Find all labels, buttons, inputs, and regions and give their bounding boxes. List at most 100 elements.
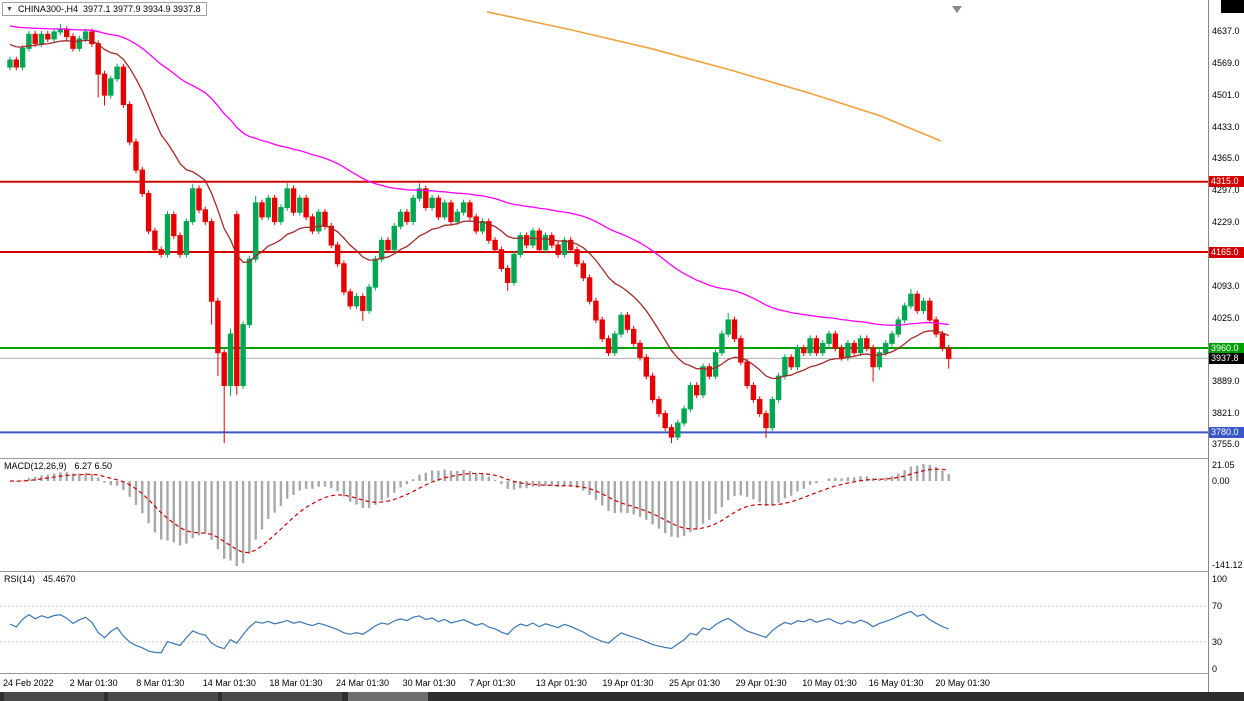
price-chart-pane[interactable]: ▼ CHINA300-,H4 3977.1 3977.9 3934.9 3937… [0, 0, 1208, 458]
pane-separator [0, 673, 1244, 674]
candle-body [946, 347, 952, 359]
macd-canvas[interactable] [0, 459, 1208, 571]
candle-body [253, 202, 259, 260]
candle-body [612, 333, 618, 354]
price-chart-canvas[interactable] [0, 0, 1208, 458]
candle-body [927, 300, 933, 321]
candle-body [933, 319, 939, 335]
candle-body [397, 211, 404, 227]
chart-shift-marker-icon[interactable] [952, 6, 962, 13]
candle-body [889, 333, 895, 344]
candle-body [215, 300, 221, 354]
price-axis[interactable]: 4637.0 4569.0 4501.0 4433.0 4365.0 4297.0 4229… [1208, 0, 1244, 692]
candle-body [687, 385, 694, 410]
chart-tab-bar[interactable] [0, 692, 1244, 701]
ma-long-line [486, 11, 942, 142]
chart-tab[interactable] [4, 692, 104, 701]
price-tick-label: 3821.0 [1212, 408, 1240, 419]
rsi-value: 45.4670 [43, 574, 76, 584]
candle-body [360, 296, 366, 312]
candle-body [593, 300, 599, 321]
time-axis-label: 19 Apr 01:30 [602, 678, 654, 688]
symbol-period-label: CHINA300-,H4 [17, 4, 78, 14]
candle-body [353, 296, 360, 307]
candle-body [851, 342, 857, 354]
candle-body [656, 399, 662, 415]
candle-body [807, 338, 813, 354]
candle-body [706, 366, 712, 377]
candle-body [561, 239, 568, 255]
candle-body [183, 221, 190, 255]
price-tick-label: 4297.0 [1212, 185, 1240, 196]
candle-body [278, 207, 284, 223]
level-price-badge: 3960.0 [1209, 342, 1244, 354]
chevron-down-icon[interactable]: ▼ [6, 5, 13, 13]
pane-separator[interactable] [0, 458, 1244, 459]
candle-body [794, 347, 801, 368]
time-axis-label: 8 Mar 01:30 [136, 678, 185, 688]
candle-body [13, 59, 20, 68]
rsi-axis-label: 70 [1212, 601, 1223, 611]
candle-body [505, 267, 511, 283]
price-tick-label: 3889.0 [1212, 376, 1240, 387]
candle-body [303, 197, 309, 218]
chart-tab[interactable] [222, 692, 342, 701]
rsi-axis-label: 0 [1212, 664, 1218, 674]
candle-body [133, 141, 139, 171]
candle-body [876, 352, 883, 368]
rsi-canvas[interactable] [0, 572, 1208, 673]
time-axis[interactable]: 24 Feb 2022 2 Mar 01:30 8 Mar 01:30 14 Mar … [0, 674, 1208, 692]
time-axis-label: 18 Mar 01:30 [269, 678, 323, 688]
candle-body [820, 342, 826, 354]
candle-body [108, 78, 114, 96]
chart-tab[interactable] [108, 692, 218, 701]
candle-body [316, 211, 322, 232]
candle-body [76, 38, 82, 49]
candle-body [624, 314, 631, 330]
candle-body [101, 73, 108, 96]
level-price-badge: 3780.0 [1209, 426, 1244, 438]
candle-body [700, 366, 706, 396]
candle-body [240, 324, 246, 387]
chart-tab-active[interactable] [348, 692, 428, 701]
time-axis-label: 25 Apr 01:30 [669, 678, 721, 688]
candle-body [769, 399, 775, 429]
time-axis-label: 14 Mar 01:30 [202, 678, 256, 688]
candle-body [435, 197, 442, 218]
candle-body [599, 319, 605, 340]
candle-body [246, 258, 253, 326]
candle-body [763, 413, 769, 429]
candle-body [177, 235, 183, 255]
candle-body [467, 202, 473, 218]
candle-body [45, 33, 51, 40]
candle-body [19, 47, 26, 68]
candle-body [473, 216, 479, 232]
macd-indicator-pane[interactable]: MACD(12,26,9) 6.27 6.50 [0, 459, 1208, 571]
pane-separator[interactable] [0, 571, 1244, 572]
time-axis-label: 29 Apr 01:30 [735, 678, 787, 688]
rsi-indicator-pane[interactable]: RSI(14) 45.4670 [0, 572, 1208, 673]
candle-body [164, 214, 171, 255]
candle-body [227, 333, 234, 387]
candle-body [429, 197, 435, 209]
candle-body [297, 197, 303, 213]
candle-body [580, 263, 586, 279]
candle-body [757, 399, 763, 415]
macd-values: 6.27 6.50 [74, 461, 113, 471]
level-price-badge: 4315.0 [1209, 176, 1244, 188]
candle-body [694, 385, 700, 396]
candle-body [939, 333, 946, 349]
level-price-badge: 4165.0 [1209, 246, 1244, 258]
ma-fast-line [9, 39, 949, 380]
candle-body [605, 338, 612, 354]
candle-body [448, 202, 454, 223]
candle-body [372, 258, 379, 288]
macd-name: MACD(12,26,9) [4, 461, 67, 471]
candle-body [643, 356, 649, 377]
macd-signal-line [9, 468, 949, 554]
candle-body [788, 356, 794, 368]
candle-body [309, 216, 316, 232]
candle-body [725, 319, 731, 335]
candle-body [442, 202, 448, 218]
